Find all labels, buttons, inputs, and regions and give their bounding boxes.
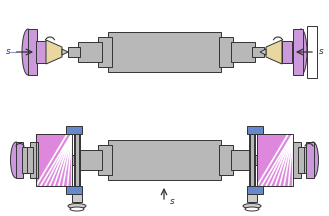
Bar — [249, 134, 255, 186]
Bar — [68, 155, 80, 165]
Ellipse shape — [295, 29, 307, 75]
Bar — [247, 126, 263, 134]
Bar — [75, 134, 79, 186]
Bar — [307, 26, 317, 78]
Bar — [282, 41, 292, 63]
Bar — [98, 37, 112, 67]
Bar — [74, 134, 80, 186]
Bar — [231, 42, 255, 62]
Bar — [247, 186, 263, 194]
Bar — [22, 147, 29, 173]
Bar — [257, 134, 293, 186]
Ellipse shape — [243, 203, 261, 208]
Bar — [250, 134, 254, 186]
Bar — [36, 134, 72, 186]
Bar — [27, 147, 33, 173]
Bar — [72, 194, 82, 202]
Ellipse shape — [22, 29, 34, 75]
Bar — [36, 41, 46, 63]
Bar — [16, 142, 23, 178]
Polygon shape — [62, 49, 68, 55]
Bar — [30, 142, 38, 178]
Text: $s$: $s$ — [5, 48, 11, 57]
Polygon shape — [266, 40, 282, 64]
Bar — [293, 142, 301, 178]
Bar — [66, 126, 82, 134]
Bar — [36, 134, 72, 186]
Ellipse shape — [70, 207, 84, 211]
Bar — [303, 147, 309, 173]
Bar — [219, 145, 233, 175]
Bar — [66, 186, 82, 194]
Bar — [219, 37, 233, 67]
Polygon shape — [46, 40, 62, 64]
Bar — [78, 150, 102, 170]
Bar — [306, 142, 314, 178]
Bar — [28, 29, 37, 75]
Bar — [78, 42, 102, 62]
Bar — [108, 140, 221, 180]
Text: $s$: $s$ — [318, 48, 324, 57]
Bar — [98, 145, 112, 175]
Text: $s$: $s$ — [169, 197, 175, 206]
Ellipse shape — [68, 203, 86, 208]
Bar — [252, 155, 264, 165]
Ellipse shape — [11, 142, 21, 178]
Bar — [108, 32, 221, 72]
Ellipse shape — [308, 142, 318, 178]
Bar — [68, 47, 80, 57]
Bar — [293, 29, 303, 75]
Bar — [247, 194, 257, 202]
Bar — [231, 150, 255, 170]
Polygon shape — [260, 49, 266, 55]
Bar — [252, 47, 264, 57]
Ellipse shape — [245, 207, 259, 211]
Bar — [298, 147, 304, 173]
Bar — [257, 134, 293, 186]
